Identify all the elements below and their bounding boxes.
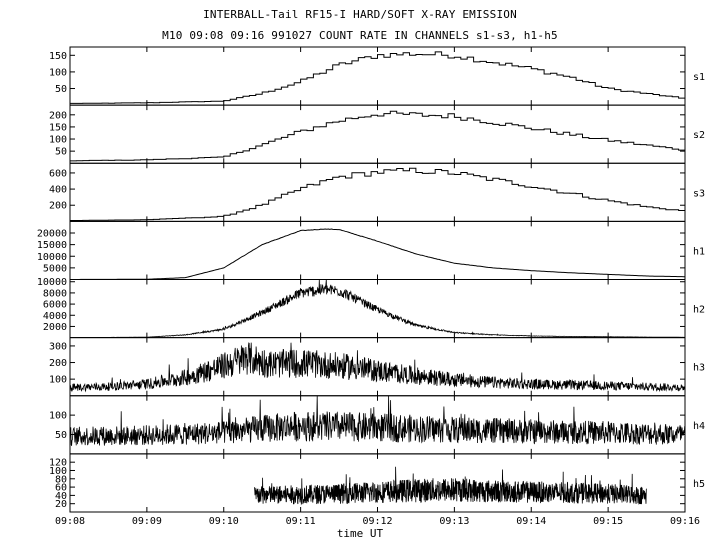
series-s2 bbox=[70, 110, 685, 162]
y-tick-label-h2: 4000 bbox=[43, 311, 67, 322]
panel-label-h1: h1 bbox=[693, 246, 705, 257]
y-tick-label-h5: 100 bbox=[49, 466, 67, 477]
y-tick-label-h5: 40 bbox=[55, 491, 67, 502]
y-tick-label-h2: 6000 bbox=[43, 300, 67, 311]
x-tick-label: 09:15 bbox=[593, 516, 623, 527]
y-tick-label-s1: 100 bbox=[49, 67, 67, 78]
panel-frame-h1 bbox=[69, 220, 686, 280]
panel-label-s2: s2 bbox=[693, 130, 705, 141]
y-tick-label-h1: 20000 bbox=[37, 229, 67, 240]
series-h4 bbox=[69, 395, 686, 446]
series-h3 bbox=[69, 342, 686, 393]
x-tick-label: 09:12 bbox=[362, 516, 392, 527]
y-tick-label-h5: 120 bbox=[49, 458, 67, 469]
chart-subtitle: M10 09:08 09:16 991027 COUNT RATE IN CHA… bbox=[162, 29, 558, 42]
y-tick-label-h5: 80 bbox=[55, 474, 67, 485]
chart-title: INTERBALL-Tail RF15-I HARD/SOFT X-RAY EM… bbox=[203, 8, 517, 21]
panel-label-s3: s3 bbox=[693, 188, 705, 199]
y-tick-label-s3: 600 bbox=[49, 168, 67, 179]
panel-label-h5: h5 bbox=[693, 479, 705, 490]
panel-label-h3: h3 bbox=[693, 363, 705, 374]
y-tick-label-s2: 150 bbox=[49, 122, 67, 133]
y-tick-label-s2: 50 bbox=[55, 147, 67, 158]
y-tick-label-h4: 50 bbox=[55, 430, 67, 441]
y-tick-label-h1: 15000 bbox=[37, 240, 67, 251]
panel-frame-h5 bbox=[69, 453, 686, 513]
x-tick-label: 09:09 bbox=[132, 516, 162, 527]
y-tick-label-h5: 20 bbox=[55, 499, 67, 510]
panel-frame-s2 bbox=[69, 104, 686, 164]
y-tick-label-s3: 200 bbox=[49, 201, 67, 212]
panel-label-h4: h4 bbox=[693, 421, 705, 432]
y-tick-label-h2: 2000 bbox=[43, 322, 67, 333]
y-tick-label-h2: 10000 bbox=[37, 277, 67, 288]
series-h5 bbox=[254, 466, 647, 506]
y-tick-label-h3: 300 bbox=[49, 341, 67, 352]
x-tick-label: 09:08 bbox=[55, 516, 85, 527]
panel-label-s1: s1 bbox=[693, 72, 705, 83]
x-tick-label: 09:13 bbox=[439, 516, 469, 527]
y-tick-label-s2: 100 bbox=[49, 135, 67, 146]
y-tick-label-h1: 5000 bbox=[43, 263, 67, 274]
series-h2 bbox=[70, 279, 685, 339]
series-s3 bbox=[70, 167, 685, 221]
y-tick-label-s1: 150 bbox=[49, 51, 67, 62]
panel-label-h2: h2 bbox=[693, 305, 705, 316]
y-tick-label-s1: 50 bbox=[55, 84, 67, 95]
y-tick-label-h4: 100 bbox=[49, 411, 67, 422]
x-tick-label: 09:11 bbox=[286, 516, 316, 527]
y-tick-label-h3: 200 bbox=[49, 358, 67, 369]
y-tick-label-s3: 400 bbox=[49, 185, 67, 196]
y-tick-label-h5: 60 bbox=[55, 483, 67, 494]
x-axis-label: time UT bbox=[336, 527, 384, 540]
y-tick-label-h1: 10000 bbox=[37, 252, 67, 263]
x-tick-label: 09:16 bbox=[670, 516, 700, 527]
x-tick-label: 09:14 bbox=[516, 516, 546, 527]
series-s1 bbox=[70, 51, 685, 104]
series-h1 bbox=[70, 228, 685, 280]
y-tick-label-s2: 200 bbox=[49, 110, 67, 121]
y-tick-label-h3: 100 bbox=[49, 375, 67, 386]
x-tick-label: 09:10 bbox=[209, 516, 239, 527]
y-tick-label-h2: 8000 bbox=[43, 288, 67, 299]
